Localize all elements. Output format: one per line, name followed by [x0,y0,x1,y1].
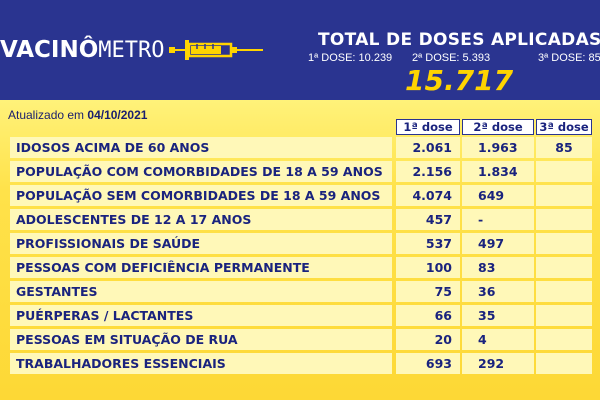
dose1-value: 66 [396,305,460,326]
table-row: TRABALHADORES ESSENCIAIS 693 292 [10,353,592,374]
row-label: PROFISSIONAIS DE SAÚDE [10,233,392,254]
table-row: PESSOAS COM DEFICIÊNCIA PERMANENTE 100 8… [10,257,592,278]
logo-text-part2: METRO [98,37,165,63]
dose1-value: 20 [396,329,460,350]
dose3-value [536,353,592,374]
dose3-value [536,329,592,350]
dose1-value: 2.156 [396,161,460,182]
dose1-value: 693 [396,353,460,374]
header-banner: VACINÔMETRO TOTAL DE DOSES APLICADAS 1ª … [0,0,600,100]
dose1-value: 4.074 [396,185,460,206]
update-info: Atualizado em 04/10/2021 [8,108,147,122]
dose2-value: 36 [462,281,534,302]
row-label: POPULAÇÃO COM COMORBIDADES DE 18 A 59 AN… [10,161,392,182]
dose1-value: 100 [396,257,460,278]
grand-total-value: 15.717 [405,64,514,97]
table-row: PESSOAS EM SITUAÇÃO DE RUA 20 4 [10,329,592,350]
dose3-value [536,281,592,302]
total-doses-title: TOTAL DE DOSES APLICADAS [318,30,600,50]
table-row: PUÉRPERAS / LACTANTES 66 35 [10,305,592,326]
dose2-value: 497 [462,233,534,254]
table-row: GESTANTES 75 36 [10,281,592,302]
dose2-value: - [462,209,534,230]
table-row: POPULAÇÃO SEM COMORBIDADES DE 18 A 59 AN… [10,185,592,206]
dose3-value [536,185,592,206]
row-label: PESSOAS COM DEFICIÊNCIA PERMANENTE [10,257,392,278]
dose2-value: 292 [462,353,534,374]
dose3-value [536,257,592,278]
column-header-dose3: 3ª dose [536,119,592,135]
dose3-value [536,305,592,326]
row-label: IDOSOS ACIMA DE 60 ANOS [10,137,392,158]
dose3-value [536,161,592,182]
dose3-value [536,209,592,230]
update-label: Atualizado em [8,108,85,122]
dose2-value: 649 [462,185,534,206]
update-date: 04/10/2021 [87,108,148,122]
dose2-value: 4 [462,329,534,350]
row-label: TRABALHADORES ESSENCIAIS [10,353,392,374]
row-label: PUÉRPERAS / LACTANTES [10,305,392,326]
dose2-value: 1.963 [462,137,534,158]
dose3-summary: 3ª DOSE: 85 [538,52,600,64]
row-label: PESSOAS EM SITUAÇÃO DE RUA [10,329,392,350]
dose1-value: 537 [396,233,460,254]
dose2-value: 83 [462,257,534,278]
table-row: ADOLESCENTES DE 12 A 17 ANOS 457 - [10,209,592,230]
logo-text-part1: VACINÔ [0,36,99,63]
dose3-value [536,233,592,254]
dose3-value: 85 [536,137,592,158]
table-row: IDOSOS ACIMA DE 60 ANOS 2.061 1.963 85 [10,137,592,158]
dose2-value: 1.834 [462,161,534,182]
row-label: POPULAÇÃO SEM COMORBIDADES DE 18 A 59 AN… [10,185,392,206]
dose2-value: 35 [462,305,534,326]
syringe-icon [168,40,263,60]
vacinometro-logo: VACINÔMETRO [0,30,267,70]
dose2-summary: 2ª DOSE: 5.393 [412,52,491,64]
column-header-dose1: 1ª dose [396,119,460,135]
row-label: ADOLESCENTES DE 12 A 17 ANOS [10,209,392,230]
table-row: POPULAÇÃO COM COMORBIDADES DE 18 A 59 AN… [10,161,592,182]
column-header-dose2: 2ª dose [462,119,534,135]
table-row: PROFISSIONAIS DE SAÚDE 537 497 [10,233,592,254]
dose1-value: 75 [396,281,460,302]
dose1-value: 2.061 [396,137,460,158]
row-label: GESTANTES [10,281,392,302]
dose1-value: 457 [396,209,460,230]
dose1-summary: 1ª DOSE: 10.239 [308,52,393,64]
